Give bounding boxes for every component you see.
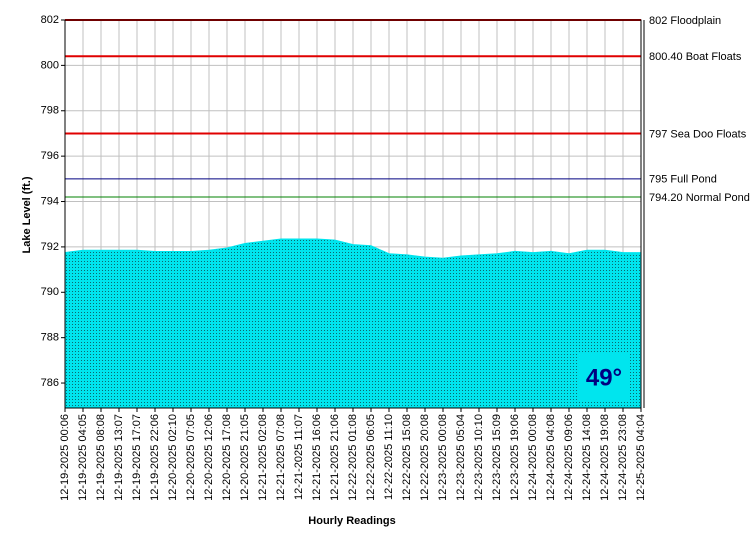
- x-tick-label: 12-23-2025 00:08: [437, 414, 449, 501]
- reference-label: 797 Sea Doo Floats: [649, 128, 747, 140]
- y-tick-label: 786: [41, 377, 59, 389]
- x-tick-label: 12-24-2025 00:08: [527, 414, 539, 501]
- y-tick-label: 796: [41, 150, 59, 162]
- y-tick-label: 788: [41, 332, 59, 344]
- x-tick-label: 12-23-2025 19:06: [509, 414, 521, 501]
- x-tick-label: 12-20-2025 12:06: [203, 414, 215, 501]
- x-tick-label: 12-22-2025 20:08: [419, 414, 431, 501]
- x-tick-label: 12-22-2025 15:08: [401, 414, 413, 501]
- reference-label: 800.40 Boat Floats: [649, 51, 742, 63]
- x-tick-label: 12-21-2025 11:07: [293, 414, 305, 500]
- x-tick-label: 12-24-2025 09:06: [563, 414, 575, 501]
- x-tick-label: 12-25-2025 04:04: [635, 414, 647, 501]
- reference-label: 795 Full Pond: [649, 174, 717, 186]
- x-tick-label: 12-21-2025 07:08: [275, 414, 287, 501]
- x-tick-label: 12-22-2025 11:10: [383, 414, 395, 500]
- x-tick-label: 12-24-2025 23:08: [617, 414, 629, 501]
- x-tick-label: 12-19-2025 17:07: [131, 414, 143, 501]
- x-tick-label: 12-20-2025 17:08: [221, 414, 233, 501]
- x-tick-label: 12-23-2025 15:09: [491, 414, 503, 501]
- y-tick-label: 792: [41, 241, 59, 253]
- y-tick-label: 798: [41, 105, 59, 117]
- x-axis-title: Hourly Readings: [308, 515, 395, 527]
- x-tick-label: 12-19-2025 08:08: [95, 414, 107, 501]
- x-tick-label: 12-21-2025 16:06: [311, 414, 323, 501]
- y-axis-title: Lake Level (ft.): [21, 176, 33, 253]
- x-tick-label: 12-22-2025 06:05: [365, 414, 377, 501]
- x-tick-label: 12-24-2025 04:08: [545, 414, 557, 501]
- plot-frame: [64, 19, 642, 409]
- y-tick-label: 790: [41, 286, 59, 298]
- x-tick-label: 12-24-2025 14:08: [581, 414, 593, 501]
- x-tick-label: 12-21-2025 21:06: [329, 414, 341, 501]
- y-tick-label: 800: [41, 59, 59, 71]
- x-tick-label: 12-23-2025 10:10: [473, 414, 485, 501]
- x-tick-label: 12-23-2025 05:04: [455, 414, 467, 501]
- x-tick-label: 12-21-2025 02:08: [257, 414, 269, 501]
- x-tick-label: 12-19-2025 13:07: [113, 414, 125, 501]
- area: [64, 238, 642, 409]
- reference-label: 802 Floodplain: [649, 15, 721, 27]
- y-tick-label: 802: [41, 14, 59, 26]
- x-tick-label: 12-20-2025 02:10: [167, 414, 179, 501]
- x-tick-label: 12-19-2025 04:05: [77, 414, 89, 501]
- x-tick-label: 12-19-2025 00:06: [59, 414, 71, 501]
- x-tick-label: 12-19-2025 22:06: [149, 414, 161, 501]
- x-tick-label: 12-22-2025 01:08: [347, 414, 359, 501]
- y-tick-label: 794: [41, 195, 59, 207]
- x-tick-label: 12-20-2025 07:05: [185, 414, 197, 501]
- x-tick-label: 12-24-2025 19:08: [599, 414, 611, 501]
- reference-label: 794.20 Normal Pond: [649, 192, 750, 204]
- x-tick-label: 12-20-2025 21:05: [239, 414, 251, 501]
- badge-box: [578, 354, 630, 400]
- badge: 49°: [586, 364, 622, 391]
